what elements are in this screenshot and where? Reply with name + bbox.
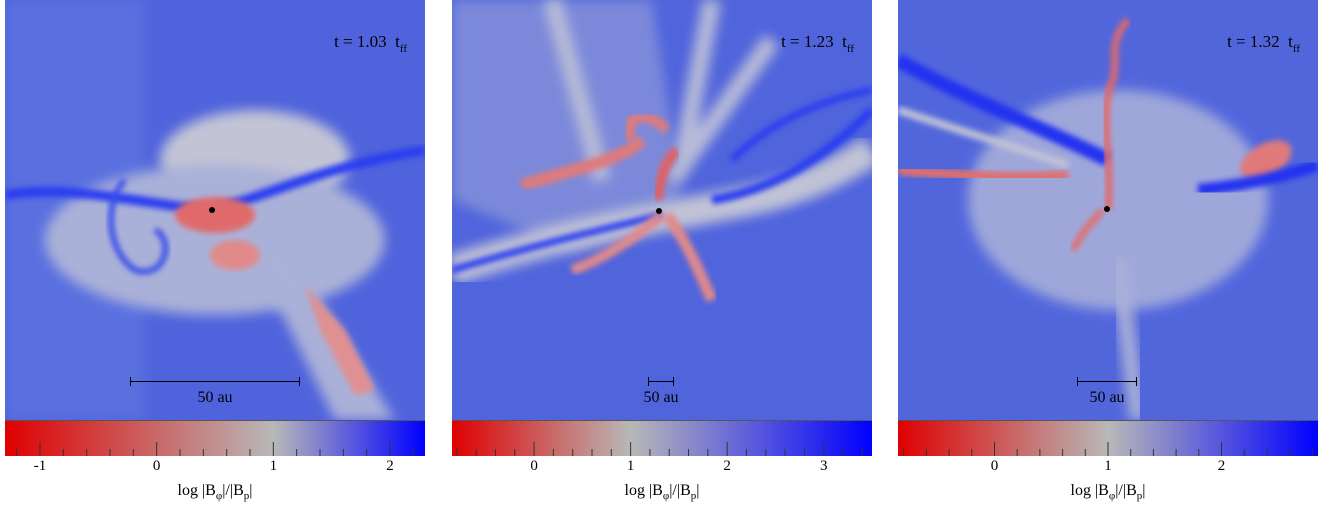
- colorbar: [5, 420, 425, 456]
- colorbar-tick-label: 0: [990, 458, 999, 474]
- sink-particle: [656, 208, 662, 214]
- panel-1: t = 1.03 tff 50 au -1 0 1 2 log |Bφ|/|Bp|: [5, 0, 425, 507]
- colorbar: [452, 420, 872, 456]
- scale-bar-label: 50 au: [197, 389, 233, 406]
- colorbar-ticks: [903, 442, 1313, 456]
- colorbar-tick-label: 2: [386, 458, 394, 474]
- scale-bar-label: 50 au: [643, 389, 679, 406]
- scale-bar: [1077, 377, 1137, 386]
- field-map-1: t = 1.03 tff 50 au: [5, 0, 425, 420]
- panel-2: t = 1.23 tff 50 au 0 1 2 3 log |Bφ|/|Bp|: [452, 0, 872, 507]
- colorbar-tick-label: 0: [152, 458, 161, 474]
- scale-bar: [648, 377, 674, 386]
- colorbar-tick-label: 1: [1104, 458, 1112, 474]
- colorbar-tick-label: 2: [1217, 458, 1226, 474]
- colorbar-title: log |Bφ|/|Bp|: [1070, 482, 1146, 502]
- sink-particle: [1104, 206, 1110, 212]
- scale-bar-label: 50 au: [1089, 389, 1125, 406]
- colorbar-tick-label: 2: [723, 458, 731, 474]
- colorbar-title: log |Bφ|/|Bp|: [624, 482, 700, 502]
- sink-particle: [209, 207, 215, 213]
- colorbar-tick-label: 0: [530, 458, 538, 474]
- colorbar-tick-label: 1: [626, 458, 635, 474]
- field-map-image-2: [452, 0, 872, 420]
- colorbar-ticks: [16, 442, 414, 456]
- colorbar-tick-labels: 0 1 2 3: [452, 458, 872, 478]
- scale-bar: [130, 377, 300, 386]
- colorbar-ticks: [456, 442, 863, 456]
- field-map-2: t = 1.23 tff 50 au: [452, 0, 872, 420]
- time-label: t = 1.23 tff: [781, 32, 854, 55]
- colorbar-tick-label: 1: [269, 458, 278, 474]
- panel-3: t = 1.32 tff 50 au 0 1 2 log |Bφ|/|Bp|: [898, 0, 1318, 507]
- field-map-image-1: [5, 0, 425, 420]
- colorbar-tick-label: 3: [819, 458, 828, 474]
- colorbar-tick-labels: -1 0 1 2: [5, 458, 425, 478]
- field-map-image-3: [898, 0, 1318, 420]
- time-label: t = 1.03 tff: [334, 32, 407, 55]
- colorbar-tick-label: -1: [33, 458, 47, 474]
- time-label: t = 1.32 tff: [1227, 32, 1300, 55]
- field-map-3: t = 1.32 tff 50 au: [898, 0, 1318, 420]
- colorbar-tick-labels: 0 1 2: [898, 458, 1318, 478]
- colorbar-title: log |Bφ|/|Bp|: [177, 482, 253, 502]
